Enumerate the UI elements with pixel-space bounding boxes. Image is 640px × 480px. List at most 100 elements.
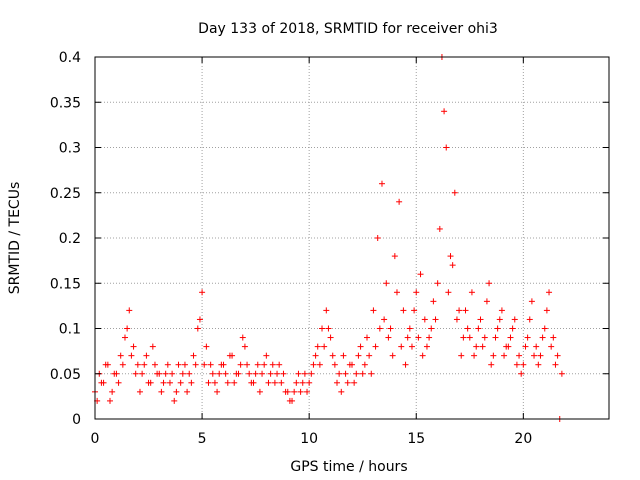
data-point [368,370,375,377]
data-point [179,370,186,377]
data-point [366,352,373,359]
data-point [186,370,193,377]
data-point [359,370,366,377]
data-point [151,361,158,368]
data-point [136,388,143,395]
data-point [361,361,368,368]
data-point [269,361,276,368]
data-point [541,325,548,332]
data-point [201,361,208,368]
data-point [177,379,184,386]
data-point [385,334,392,341]
y-axis-label: SRMTID / TECUs [7,182,23,295]
data-point [124,325,131,332]
data-point [462,307,469,314]
data-point [280,370,287,377]
data-point [526,316,533,323]
data-point [419,352,426,359]
data-point [513,361,520,368]
data-point [173,388,180,395]
data-point [471,352,478,359]
data-point [218,361,225,368]
data-point [205,379,212,386]
data-point [372,343,379,350]
data-point [370,307,377,314]
data-point [188,379,195,386]
data-point [404,334,411,341]
data-point [256,388,263,395]
data-point [119,361,126,368]
data-point [539,334,546,341]
data-point [488,361,495,368]
data-point [423,343,430,350]
data-point [117,352,124,359]
data-point [524,334,531,341]
data-point [417,271,424,278]
data-point [346,361,353,368]
data-point [130,343,137,350]
data-point [378,180,385,187]
data-point [196,316,203,323]
data-point [406,325,413,332]
data-point [231,379,238,386]
data-point [199,289,206,296]
data-point [400,307,407,314]
data-point [464,325,471,332]
data-point [426,334,433,341]
data-point [316,361,323,368]
data-point [550,334,557,341]
data-point [184,388,191,395]
data-point [278,379,285,386]
data-point [389,352,396,359]
data-point [383,280,390,287]
data-point [490,352,497,359]
data-point [271,379,278,386]
data-point [387,325,394,332]
data-point [520,361,527,368]
data-point [449,262,456,269]
x-tick-label: 10 [300,431,318,447]
data-point [244,361,251,368]
y-tick-label: 0.15 [50,276,81,292]
grid-lines [95,57,609,419]
data-point [132,370,139,377]
data-point [501,352,508,359]
data-point [340,352,347,359]
data-point [509,325,516,332]
data-point [447,253,454,260]
data-point [475,325,482,332]
data-point [528,298,535,305]
data-point [263,352,270,359]
data-point [222,370,229,377]
data-point [548,343,555,350]
data-point [164,361,171,368]
data-point [306,379,313,386]
data-point [293,379,300,386]
x-tick-label: 20 [514,431,532,447]
data-point [128,352,135,359]
data-point [248,379,255,386]
data-point [331,361,338,368]
data-point [522,343,529,350]
data-point [246,370,253,377]
data-point [111,370,118,377]
data-point [106,397,113,404]
x-tick-labels: 0 5 10 15 20 [91,431,533,447]
data-point [546,289,553,296]
data-point [171,397,178,404]
data-point [376,325,383,332]
data-point [192,361,199,368]
data-point [428,325,435,332]
data-point [458,352,465,359]
data-point [301,370,308,377]
data-point [460,334,467,341]
data-point [537,352,544,359]
data-point [496,316,503,323]
data-point [398,343,405,350]
data-point [274,370,281,377]
data-point [109,388,116,395]
data-point [239,334,246,341]
x-tick-label: 0 [91,431,100,447]
data-point [434,280,441,287]
